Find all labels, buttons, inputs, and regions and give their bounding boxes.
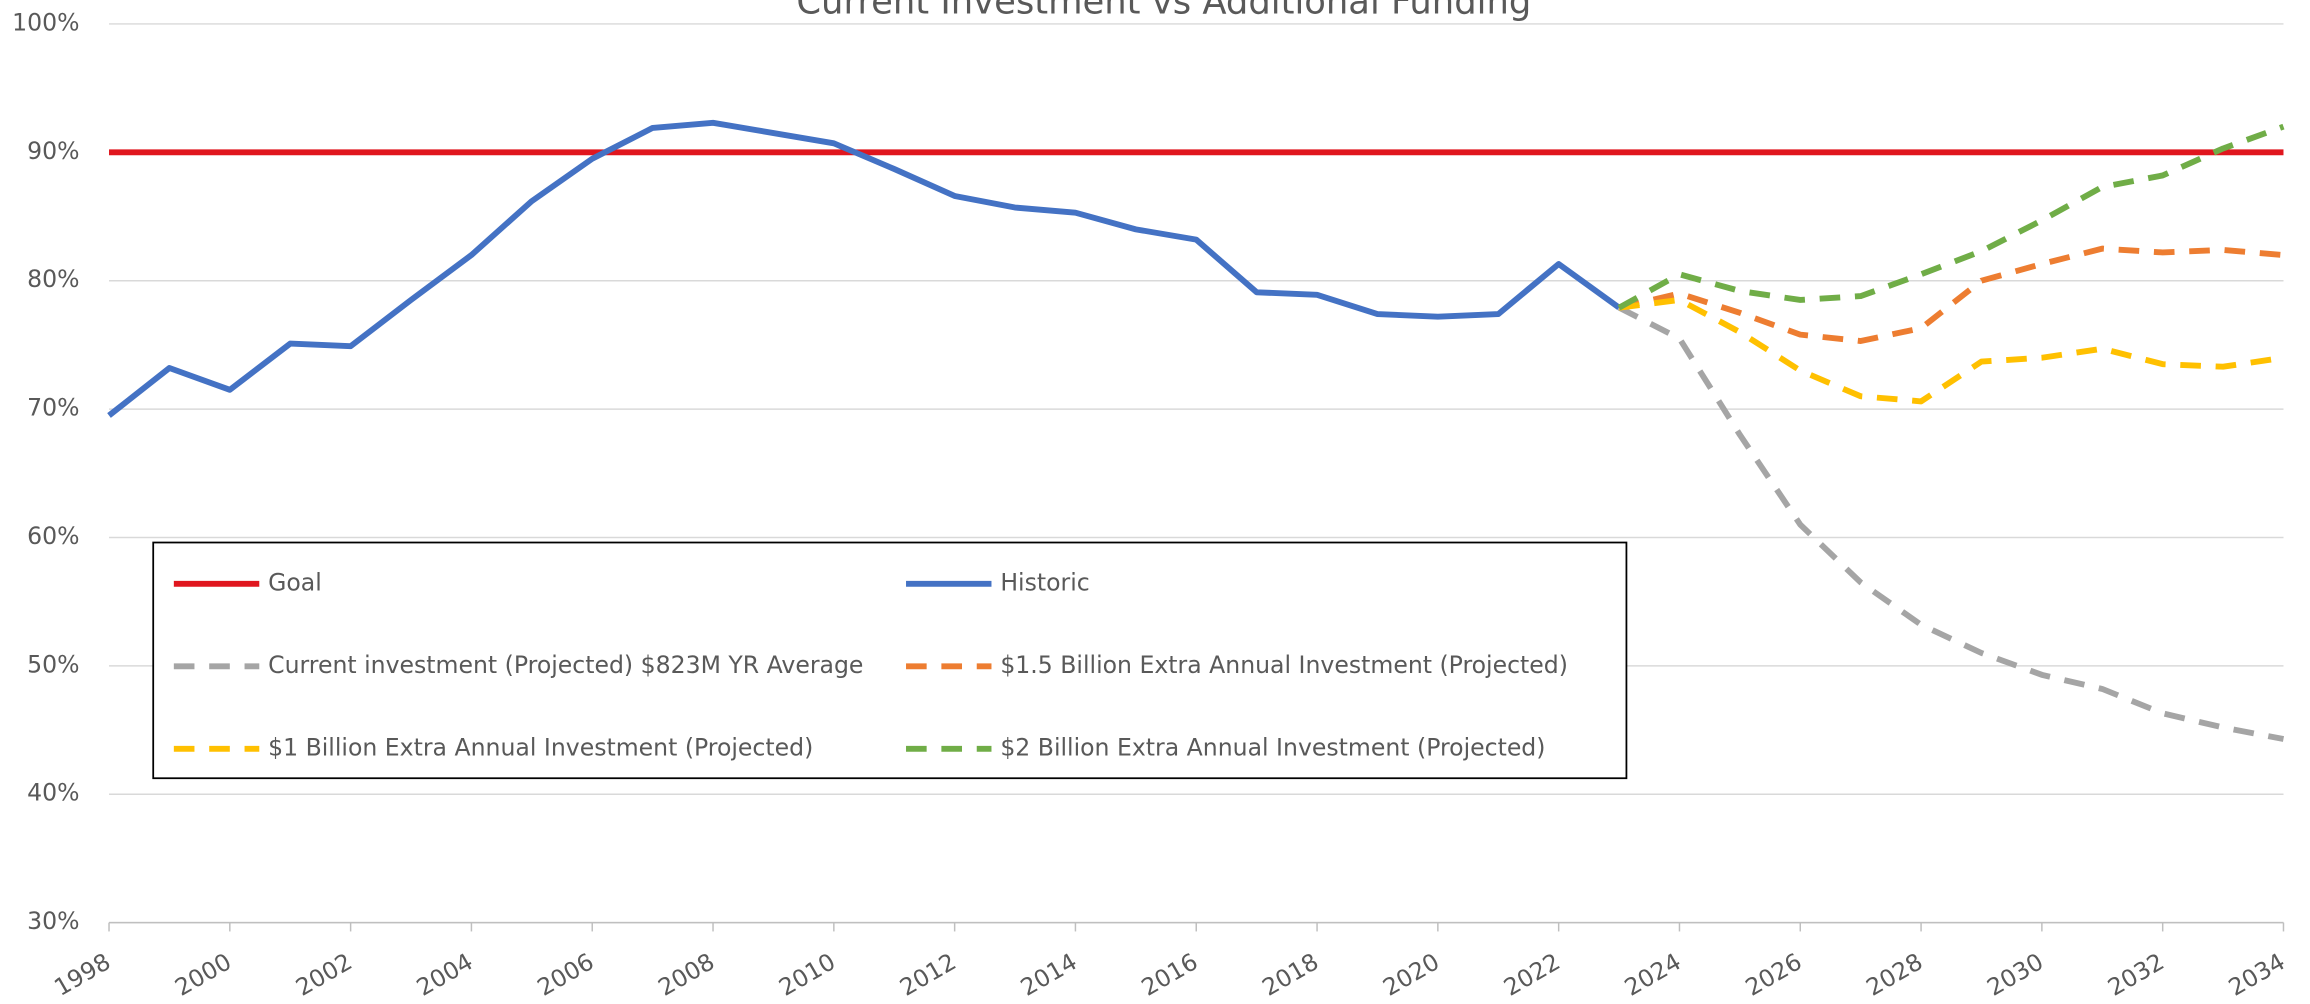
- legend-box: [152, 541, 1628, 780]
- x-tick-label: 2018: [1257, 947, 1323, 1001]
- y-tick-label: 60%: [27, 522, 79, 550]
- y-tick-label: 40%: [27, 779, 79, 807]
- x-tick-label: 2012: [895, 947, 961, 1001]
- x-tick-label: 1998: [49, 947, 115, 1001]
- x-tick-label: 2032: [2103, 947, 2169, 1001]
- legend-label: Current investment (Projected) $823M YR …: [268, 651, 863, 679]
- chart-title: Current Investment vs Additional Funding: [796, 0, 1531, 22]
- y-tick-label: 100%: [12, 8, 79, 36]
- x-tick-label: 2022: [1499, 947, 1565, 1001]
- x-tick-label: 2004: [412, 947, 478, 1001]
- x-tick-label: 2024: [1620, 947, 1686, 1001]
- x-tick-label: 2016: [1137, 947, 1203, 1001]
- x-tick-label: 2010: [774, 947, 840, 1001]
- line-series: [1618, 297, 2284, 405]
- x-tick-label: 2026: [1741, 947, 1807, 1001]
- x-tick-label: 2008: [653, 947, 719, 1001]
- x-tick-label: 2002: [291, 947, 357, 1001]
- x-tick-label: 2034: [2224, 947, 2290, 1001]
- legend-label: Historic: [1000, 568, 1089, 596]
- line-series: [107, 119, 1621, 418]
- line-series: [1617, 123, 2285, 311]
- y-tick-label: 30%: [27, 907, 79, 935]
- x-tick-label: 2000: [170, 947, 236, 1001]
- line-series: [1618, 245, 2284, 344]
- x-tick-label: 2028: [1861, 947, 1927, 1001]
- legend-label: $2 Billion Extra Annual Investment (Proj…: [1000, 733, 1545, 761]
- line-series: [1617, 305, 2285, 742]
- y-tick-label: 80%: [27, 265, 79, 293]
- x-tick-label: 2006: [533, 947, 599, 1001]
- x-tick-label: 2014: [1016, 947, 1082, 1001]
- y-tick-label: 90%: [27, 137, 79, 165]
- x-tick-label: 2020: [1378, 947, 1444, 1001]
- y-tick-label: 50%: [27, 650, 79, 678]
- legend-label: $1.5 Billion Extra Annual Investment (Pr…: [1000, 651, 1568, 679]
- legend-label: $1 Billion Extra Annual Investment (Proj…: [268, 733, 813, 761]
- legend-label: Goal: [268, 568, 322, 596]
- y-tick-label: 70%: [27, 394, 79, 422]
- x-tick-label: 2030: [1982, 947, 2048, 1001]
